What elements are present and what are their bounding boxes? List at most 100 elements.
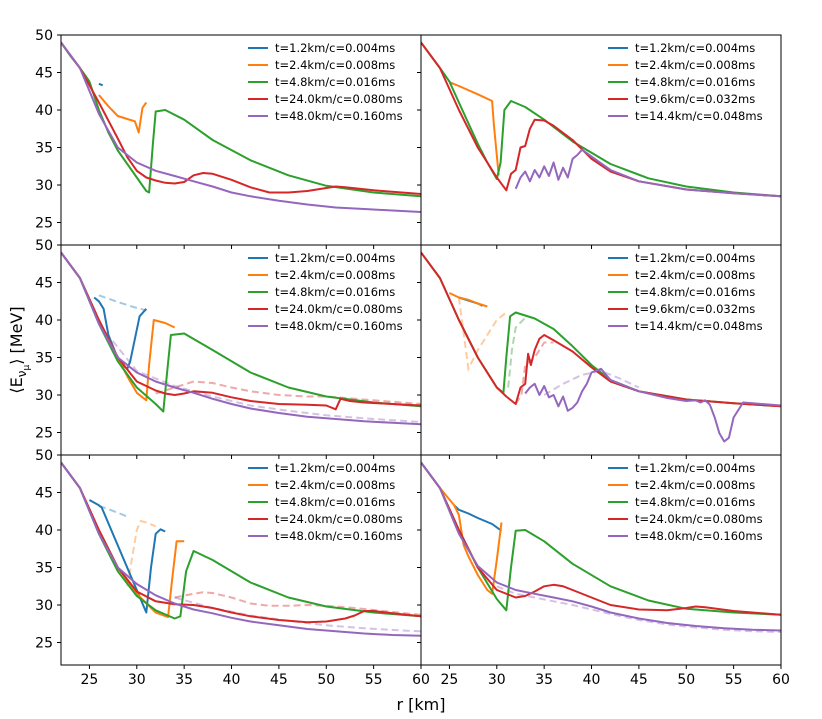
series-line-1 (98, 82, 104, 87)
y-tick-label: 40 (35, 523, 53, 539)
x-tick-label: 55 (725, 672, 743, 688)
dashed-reference-line (174, 591, 421, 616)
plot-area (61, 461, 421, 637)
dashed-reference-line (507, 317, 526, 388)
x-tick-label: 45 (270, 672, 288, 688)
x-tick-label: 35 (175, 672, 193, 688)
y-axis-label: ⟨Eνμ⟩ [MeV] (7, 306, 32, 393)
legend-label: t=2.4km/c=0.008ms (635, 58, 755, 72)
legend-label: t=24.0km/c=0.080ms (275, 512, 403, 526)
legend-label: t=48.0km/c=0.160ms (275, 319, 403, 333)
plot-area (61, 41, 421, 213)
series-line-2 (448, 292, 488, 308)
x-tick-label: 40 (223, 672, 241, 688)
y-tick-label: 50 (35, 28, 53, 44)
panels: 25 30 35 40 45 50 t=1.2km/c=0.004ms t=2.4km/c=0… (35, 28, 790, 688)
legend-label: t=24.0km/c=0.080ms (275, 302, 403, 316)
x-tick-label: 25 (441, 672, 459, 688)
panel-bottom-left: 25 30 35 40 45 50 55 60 25 30 35 40 45 50 t=1.2km/c=0.… (35, 448, 430, 688)
legend-label: t=2.4km/c=0.008ms (275, 268, 395, 282)
legend-label: t=4.8km/c=0.016ms (275, 495, 395, 509)
legend-label: t=1.2km/c=0.004ms (635, 461, 755, 475)
legend-label: t=2.4km/c=0.008ms (275, 58, 395, 72)
series-line-5 (61, 461, 421, 637)
y-tick-label: 50 (35, 448, 53, 464)
y-tick-label: 45 (35, 486, 53, 502)
legend-label: t=4.8km/c=0.016ms (635, 495, 755, 509)
y-tick-label: 30 (35, 598, 53, 614)
panel-top-right: t=1.2km/c=0.004ms t=2.4km/c=0.008ms t=4.8k… (417, 34, 782, 249)
plot-area (421, 461, 781, 633)
dashed-reference-line (496, 585, 781, 633)
y-tick-label: 35 (35, 351, 53, 367)
legend-label: t=9.6km/c=0.032ms (635, 302, 755, 316)
dashed-reference-line (155, 380, 421, 405)
series-line-5 (421, 461, 781, 632)
x-axis-label: r [km] (397, 695, 446, 714)
legend-label: t=9.6km/c=0.032ms (635, 92, 755, 106)
dashed-reference-line (457, 297, 507, 373)
x-tick-label: 50 (317, 672, 335, 688)
legend-label: t=1.2km/c=0.004ms (635, 251, 755, 265)
x-tick-label: 60 (772, 672, 790, 688)
x-tick-label: 60 (412, 672, 430, 688)
series-line-2 (449, 81, 500, 176)
legend-label: t=4.8km/c=0.016ms (635, 75, 755, 89)
y-tick-label: 50 (35, 238, 53, 254)
y-tick-label: 40 (35, 103, 53, 119)
series-line-4 (61, 251, 421, 411)
series-line-5 (514, 148, 781, 198)
legend: t=1.2km/c=0.004ms t=2.4km/c=0.008ms t=4.8k… (608, 41, 763, 123)
x-tick-label: 30 (128, 672, 146, 688)
x-tick-label: 45 (630, 672, 648, 688)
legend-label: t=14.4km/c=0.048ms (635, 319, 763, 333)
y-tick-label: 40 (35, 313, 53, 329)
legend-label: t=1.2km/c=0.004ms (635, 41, 755, 55)
panel-frame (420, 454, 782, 666)
panel-middle-right: t=1.2km/c=0.004ms t=2.4km/c=0.008ms t=4.8k… (417, 244, 782, 459)
legend-label: t=2.4km/c=0.008ms (635, 268, 755, 282)
dashed-reference-line (98, 505, 128, 518)
legend-label: t=2.4km/c=0.008ms (275, 478, 395, 492)
panel-middle-left: 25 30 35 40 45 50 t=1.2km/c=0.004ms t=2.4km/c=0… (35, 238, 422, 459)
legend-label: t=1.2km/c=0.004ms (275, 41, 395, 55)
legend: t=1.2km/c=0.004ms t=2.4km/c=0.008ms t=4.8k… (608, 461, 763, 543)
plot-area (421, 41, 781, 198)
legend-label: t=4.8km/c=0.016ms (275, 75, 395, 89)
series-line-4 (421, 461, 781, 616)
y-tick-label: 25 (35, 216, 53, 232)
dashed-reference-line (98, 294, 147, 312)
legend-label: t=1.2km/c=0.004ms (275, 251, 395, 265)
legend-label: t=48.0km/c=0.160ms (275, 529, 403, 543)
series-line-2 (98, 94, 148, 134)
legend: t=1.2km/c=0.004ms t=2.4km/c=0.008ms t=4.8k… (608, 251, 763, 333)
legend: t=1.2km/c=0.004ms t=2.4km/c=0.008ms t=4.8k… (248, 461, 403, 543)
series-line-5 (524, 367, 781, 443)
y-tick-label: 30 (35, 388, 53, 404)
panel-bottom-right: 25 30 35 40 45 50 55 60 t=1.2km/c=0.004ms t=2.4km… (417, 454, 790, 688)
legend-label: t=24.0km/c=0.080ms (635, 512, 763, 526)
series-line-1 (453, 504, 503, 532)
series-line-5 (61, 251, 421, 426)
y-tick-label: 45 (35, 66, 53, 82)
y-tick-label: 45 (35, 276, 53, 292)
legend-label: t=24.0km/c=0.080ms (275, 92, 403, 106)
dashed-reference-line (126, 519, 157, 587)
legend-label: t=4.8km/c=0.016ms (635, 285, 755, 299)
legend-label: t=14.4km/c=0.048ms (635, 109, 763, 123)
x-tick-label: 55 (365, 672, 383, 688)
legend-label: t=2.4km/c=0.008ms (635, 478, 755, 492)
plot-area (61, 251, 421, 426)
x-tick-label: 25 (81, 672, 99, 688)
legend: t=1.2km/c=0.004ms t=2.4km/c=0.008ms t=4.8k… (248, 41, 403, 123)
series-line-2 (421, 461, 503, 595)
legend-label: t=48.0km/c=0.160ms (635, 529, 763, 543)
y-tick-label: 35 (35, 141, 53, 157)
y-tick-label: 25 (35, 636, 53, 652)
x-tick-label: 50 (677, 672, 695, 688)
legend: t=1.2km/c=0.004ms t=2.4km/c=0.008ms t=4.8k… (248, 251, 403, 333)
series-line-3 (421, 41, 781, 198)
legend-label: t=48.0km/c=0.160ms (275, 109, 403, 123)
